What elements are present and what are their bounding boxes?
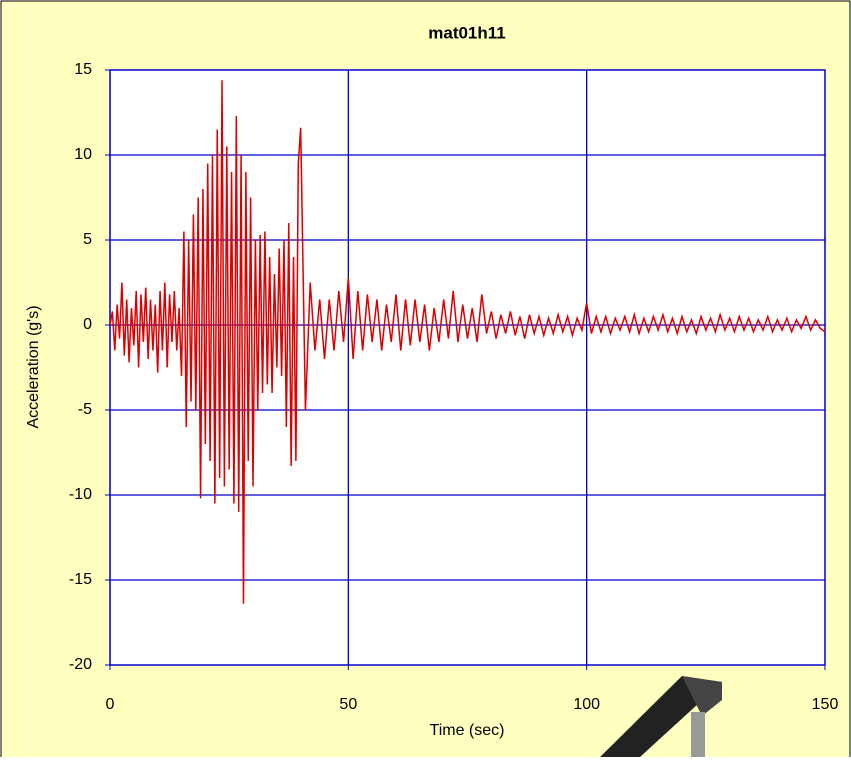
plot-area bbox=[110, 70, 825, 665]
decoration bbox=[682, 676, 722, 716]
decoration bbox=[691, 712, 705, 757]
x-tick-label: 100 bbox=[573, 696, 600, 713]
y-tick-label: -15 bbox=[69, 571, 92, 588]
y-tick-label: 15 bbox=[74, 61, 92, 78]
y-tick-label: -10 bbox=[69, 486, 92, 503]
y-tick-label: 0 bbox=[83, 316, 92, 333]
y-axis-label: Acceleration (g's) bbox=[25, 305, 42, 428]
y-tick-label: 5 bbox=[83, 231, 92, 248]
x-tick-label: 0 bbox=[106, 696, 115, 713]
x-axis-label: Time (sec) bbox=[430, 722, 505, 739]
x-tick-label: 50 bbox=[339, 696, 357, 713]
marks bbox=[109, 80, 826, 604]
y-tick-label: -5 bbox=[78, 401, 92, 418]
y-tick-label: -20 bbox=[69, 656, 92, 673]
data-line bbox=[109, 80, 826, 604]
chart-title: mat01h11 bbox=[428, 23, 506, 42]
plot-border bbox=[109, 69, 826, 666]
x-tick-label: 150 bbox=[812, 696, 839, 713]
decoration bbox=[600, 676, 722, 757]
y-tick-label: 10 bbox=[74, 146, 92, 163]
